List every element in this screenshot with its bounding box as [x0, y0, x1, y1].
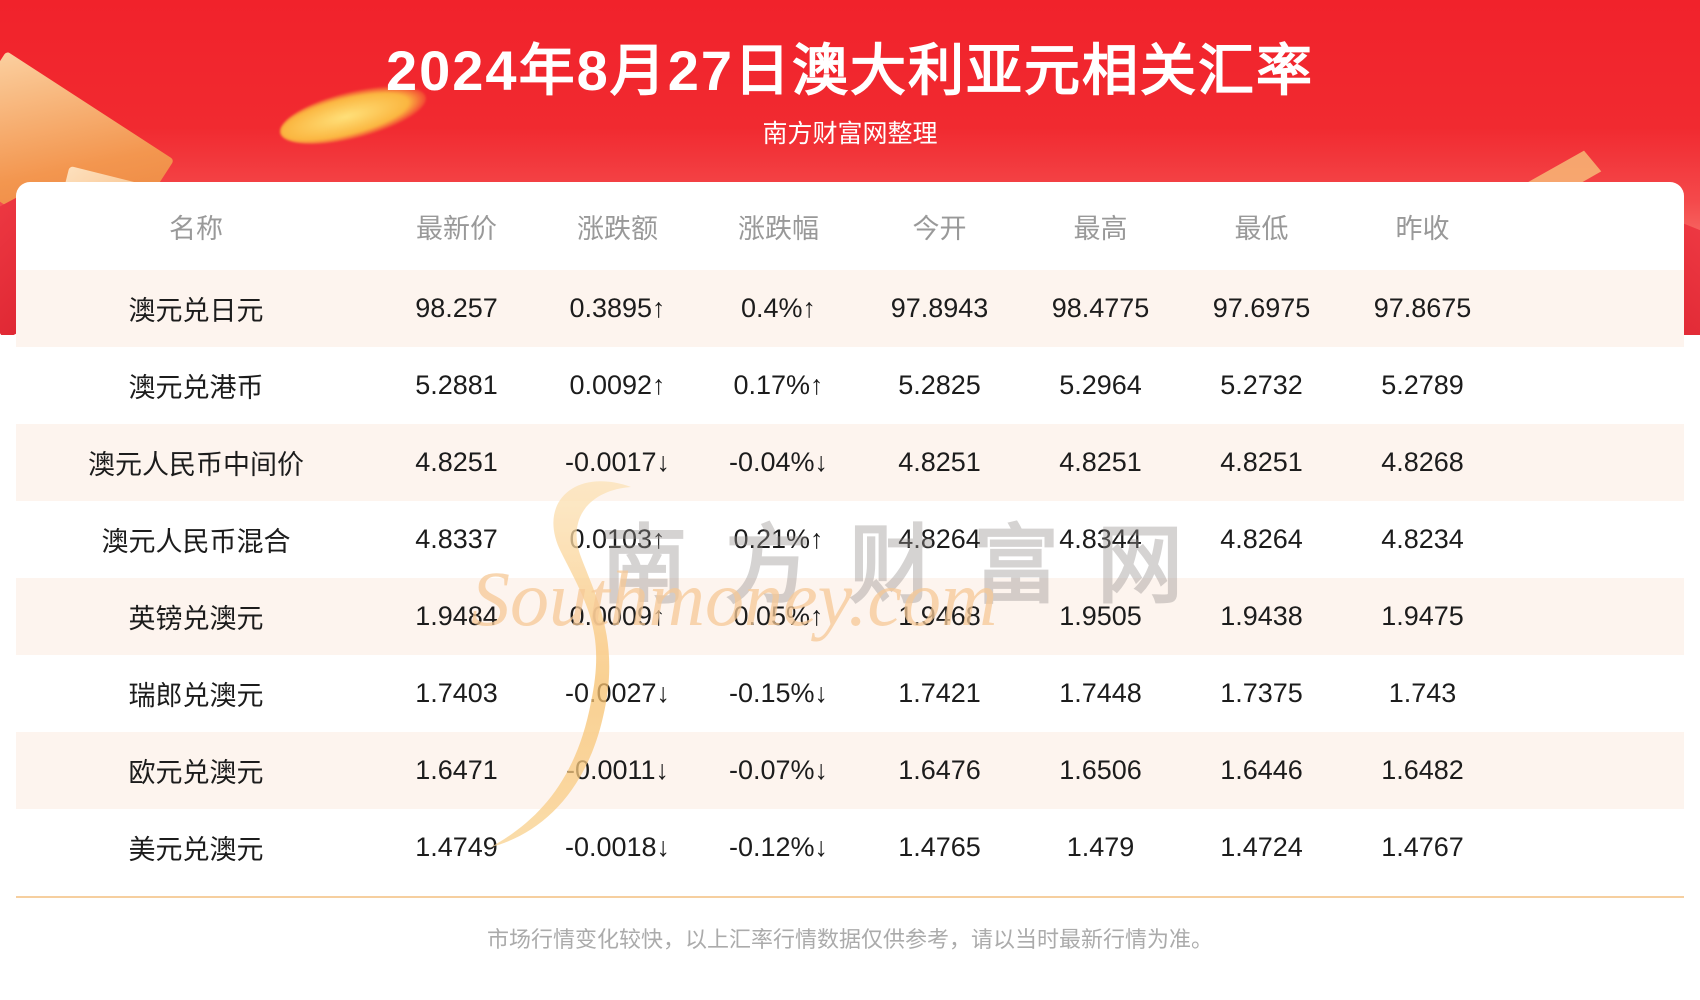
cell-open: 1.7421 [898, 678, 981, 708]
cell-change: 0.0009↑ [569, 601, 666, 631]
cell-spacer [1503, 270, 1684, 347]
rates-table: 名称 最新价 涨跌额 涨跌幅 今开 最高 最低 昨收 澳元兑日元 98.257 0.3895↑ 0.… [16, 182, 1684, 886]
cell-prev-close: 1.9475 [1381, 601, 1464, 631]
table-row: 澳元兑日元 98.257 0.3895↑ 0.4%↑ 97.8943 98.4775 97.… [16, 270, 1684, 347]
cell-change-pct: -0.12%↓ [728, 832, 829, 862]
cell-low: 4.8264 [1220, 524, 1303, 554]
cell-change: 0.3895↑ [569, 293, 666, 323]
cell-spacer [1503, 501, 1684, 578]
cell-prev-close: 1.6482 [1381, 755, 1464, 785]
cell-prev-close: 1.4767 [1381, 832, 1464, 862]
table-row: 澳元兑港币 5.2881 0.0092↑ 0.17%↑ 5.2825 5.2964 5.27… [16, 347, 1684, 424]
cell-open: 1.4765 [898, 832, 981, 862]
cell-change-pct: 0.21%↑ [733, 524, 824, 554]
table-row: 欧元兑澳元 1.6471 -0.0011↓ -0.07%↓ 1.6476 1.6506 1.… [16, 732, 1684, 809]
cell-change: -0.0017↓ [564, 447, 671, 477]
cell-high: 1.479 [1066, 832, 1135, 862]
page-subtitle: 南方财富网整理 [762, 120, 938, 148]
cell-prev-close: 1.743 [1388, 678, 1457, 708]
cell-change: -0.0011↓ [565, 755, 670, 785]
cell-high: 4.8344 [1059, 524, 1142, 554]
cell-change-pct: 0.17%↑ [733, 370, 824, 400]
cell-name: 英镑兑澳元 [128, 604, 264, 634]
cell-name: 欧元兑澳元 [128, 758, 264, 788]
cell-latest: 1.6471 [415, 755, 498, 785]
cell-prev-close: 5.2789 [1381, 370, 1464, 400]
cell-spacer [1503, 732, 1684, 809]
column-header-2: 涨跌额 [577, 213, 658, 244]
cell-name: 瑞郎兑澳元 [128, 681, 264, 711]
cell-name: 澳元人民币中间价 [88, 450, 304, 480]
cell-open: 1.6476 [898, 755, 981, 785]
cell-spacer [1503, 347, 1684, 424]
column-header-spacer [1503, 182, 1684, 270]
footer-note: 市场行情变化较快，以上汇率行情数据仅供参考，请以当时最新行情为准。 [486, 927, 1213, 952]
cell-spacer [1503, 424, 1684, 501]
column-header-5: 最高 [1073, 213, 1128, 244]
cell-open: 97.8943 [890, 293, 989, 323]
table-row: 澳元人民币中间价 4.8251 -0.0017↓ -0.04%↓ 4.8251 4.825… [16, 424, 1684, 501]
table-row: 澳元人民币混合 4.8337 0.0103↑ 0.21%↑ 4.8264 4.8344 4.… [16, 501, 1684, 578]
cell-change: 0.0092↑ [569, 370, 666, 400]
table-row: 瑞郎兑澳元 1.7403 -0.0027↓ -0.15%↓ 1.7421 1.7448 1.… [16, 655, 1684, 732]
cell-prev-close: 97.8675 [1373, 293, 1472, 323]
column-header-6: 最低 [1234, 213, 1289, 244]
cell-spacer [1503, 809, 1684, 886]
cell-high: 1.7448 [1059, 678, 1142, 708]
cell-name: 澳元兑港币 [128, 373, 264, 403]
cell-spacer [1503, 578, 1684, 655]
table-header-row: 名称 最新价 涨跌额 涨跌幅 今开 最高 最低 昨收 [16, 182, 1684, 270]
cell-high: 98.4775 [1051, 293, 1150, 323]
cell-change: -0.0027↓ [564, 678, 671, 708]
cell-high: 4.8251 [1059, 447, 1142, 477]
cell-latest: 1.9484 [415, 601, 498, 631]
footer-divider [16, 896, 1684, 898]
cell-low: 97.6975 [1212, 293, 1311, 323]
cell-open: 4.8264 [898, 524, 981, 554]
cell-latest: 1.4749 [415, 832, 498, 862]
cell-prev-close: 4.8268 [1381, 447, 1464, 477]
cell-change: -0.0018↓ [564, 832, 671, 862]
cell-change-pct: 0.4%↑ [740, 293, 817, 323]
column-header-7: 昨收 [1395, 213, 1450, 244]
cell-open: 5.2825 [898, 370, 981, 400]
cell-latest: 5.2881 [415, 370, 498, 400]
cell-latest: 4.8251 [415, 447, 498, 477]
cell-change-pct: -0.15%↓ [728, 678, 829, 708]
column-header-4: 今开 [912, 213, 967, 244]
column-header-3: 涨跌幅 [738, 213, 819, 244]
column-header-1: 最新价 [416, 213, 497, 244]
cell-name: 澳元人民币混合 [101, 527, 291, 557]
page-title: 2024年8月27日澳大利亚元相关汇率 [385, 39, 1314, 102]
cell-change-pct: 0.05%↑ [733, 601, 824, 631]
cell-change: 0.0103↑ [569, 524, 666, 554]
cell-low: 1.7375 [1220, 678, 1303, 708]
cell-latest: 98.257 [415, 293, 498, 323]
cell-name: 澳元兑日元 [128, 296, 264, 326]
rates-table-card: 名称 最新价 涨跌额 涨跌幅 今开 最高 最低 昨收 澳元兑日元 98.257 0.3895↑ 0.… [16, 182, 1684, 1000]
table-row: 美元兑澳元 1.4749 -0.0018↓ -0.12%↓ 1.4765 1.479 1.4… [16, 809, 1684, 886]
cell-low: 1.9438 [1220, 601, 1303, 631]
cell-low: 1.6446 [1220, 755, 1303, 785]
cell-name: 美元兑澳元 [128, 835, 264, 865]
cell-latest: 1.7403 [415, 678, 498, 708]
cell-low: 1.4724 [1220, 832, 1303, 862]
cell-low: 4.8251 [1220, 447, 1303, 477]
cell-prev-close: 4.8234 [1381, 524, 1464, 554]
cell-latest: 4.8337 [415, 524, 498, 554]
cell-high: 5.2964 [1059, 370, 1142, 400]
table-row: 英镑兑澳元 1.9484 0.0009↑ 0.05%↑ 1.9468 1.9505 1.94… [16, 578, 1684, 655]
cell-spacer [1503, 655, 1684, 732]
cell-change-pct: -0.04%↓ [728, 447, 829, 477]
cell-open: 1.9468 [898, 601, 981, 631]
column-header-0: 名称 [169, 213, 223, 244]
cell-change-pct: -0.07%↓ [728, 755, 829, 785]
cell-low: 5.2732 [1220, 370, 1303, 400]
cell-high: 1.9505 [1059, 601, 1142, 631]
cell-open: 4.8251 [898, 447, 981, 477]
cell-high: 1.6506 [1059, 755, 1142, 785]
